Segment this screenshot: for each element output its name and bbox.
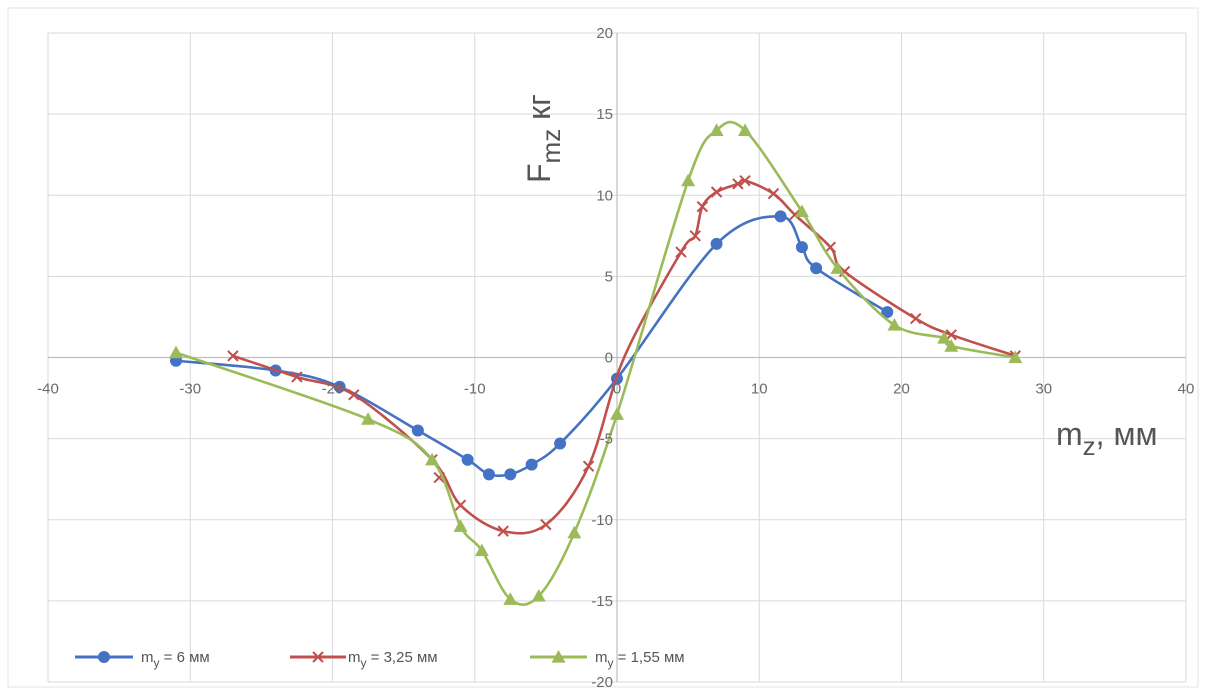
y-axis-title: Fmz кг bbox=[521, 94, 566, 183]
legend-marker-2 bbox=[551, 650, 566, 663]
data-point bbox=[709, 123, 724, 136]
data-point bbox=[525, 458, 538, 471]
data-point bbox=[227, 350, 239, 362]
data-point bbox=[910, 312, 922, 325]
y-tick-label: 10 bbox=[596, 187, 613, 204]
y-tick-label: -5 bbox=[600, 431, 613, 448]
data-point bbox=[291, 371, 303, 383]
x-axis-title-main: m bbox=[1056, 416, 1083, 452]
data-point bbox=[582, 460, 595, 472]
y-tick-label: -15 bbox=[591, 593, 613, 610]
data-point bbox=[411, 424, 424, 437]
data-point bbox=[710, 237, 723, 250]
y-tick-label: 5 bbox=[605, 268, 613, 285]
axis-titles: Fmz кг mz, мм bbox=[521, 94, 1157, 461]
data-point bbox=[738, 123, 753, 136]
y-tick-label: 0 bbox=[605, 350, 613, 367]
legend-marker-symbol bbox=[98, 651, 110, 663]
data-point bbox=[497, 525, 509, 537]
data-point bbox=[937, 331, 952, 344]
data-point bbox=[830, 261, 845, 274]
data-point bbox=[348, 389, 360, 401]
x-tick-label: -10 bbox=[464, 381, 486, 398]
data-point bbox=[453, 519, 468, 532]
x-tick-label: 10 bbox=[751, 381, 768, 398]
series-1 bbox=[227, 174, 1022, 537]
data-point bbox=[425, 452, 440, 466]
data-point bbox=[710, 186, 723, 198]
legend-item-2: my = 1,55 мм bbox=[530, 649, 685, 670]
y-tick-label: -10 bbox=[591, 512, 613, 529]
legend-item-0: my = 6 мм bbox=[75, 649, 210, 670]
tick-labels: -40 -30 -20 -10 0 10 20 30 40 -20 -15 -10 -5 0 5 10 15 20 bbox=[37, 25, 1194, 691]
data-point bbox=[810, 262, 823, 275]
y-tick-label: 15 bbox=[596, 106, 613, 123]
y-tick-label: -20 bbox=[591, 674, 613, 691]
data-point bbox=[739, 174, 751, 187]
data-point bbox=[887, 318, 902, 331]
legend-label-2: my = 1,55 мм bbox=[595, 649, 685, 670]
data-point bbox=[454, 499, 467, 511]
data-point bbox=[540, 518, 552, 531]
data-point bbox=[675, 246, 687, 258]
legend-marker-symbol bbox=[551, 650, 566, 663]
y-tick-label: 20 bbox=[596, 25, 613, 42]
x-tick-label: -40 bbox=[37, 381, 59, 398]
data-point bbox=[881, 306, 894, 319]
data-point bbox=[767, 187, 780, 200]
data-point bbox=[361, 412, 376, 425]
data-point bbox=[681, 173, 696, 187]
data-point bbox=[554, 437, 567, 450]
data-point bbox=[794, 204, 809, 218]
data-point bbox=[474, 543, 489, 557]
series-line-2 bbox=[175, 120, 1016, 606]
x-tick-label: 20 bbox=[893, 381, 910, 398]
data-point bbox=[824, 241, 837, 253]
data-point bbox=[504, 468, 517, 481]
legend-marker-0 bbox=[98, 651, 110, 663]
x-tick-label: -30 bbox=[179, 381, 201, 398]
y-axis-title-main: F bbox=[521, 163, 557, 183]
legend-label-0: my = 6 мм bbox=[141, 649, 210, 670]
data-point bbox=[531, 589, 546, 602]
x-tick-label: 30 bbox=[1035, 381, 1052, 398]
data-point bbox=[503, 592, 518, 605]
x-tick-label: 0 bbox=[613, 381, 621, 398]
data-point bbox=[610, 407, 624, 420]
legend-item-1: my = 3,25 мм bbox=[290, 649, 438, 670]
legend-marker-1 bbox=[312, 651, 324, 663]
data-point bbox=[567, 525, 582, 539]
y-axis-title-suffix: кг bbox=[521, 94, 557, 129]
data-point bbox=[482, 468, 495, 481]
data-point bbox=[696, 200, 709, 213]
data-point bbox=[689, 230, 701, 242]
data-point bbox=[1008, 350, 1023, 364]
legend-marker-symbol bbox=[312, 651, 324, 663]
data-point bbox=[774, 210, 787, 223]
y-axis-title-sub: mz bbox=[536, 129, 566, 164]
x-axis-title-suffix: , мм bbox=[1096, 416, 1158, 452]
data-point bbox=[461, 453, 474, 466]
data-point bbox=[169, 345, 184, 359]
x-axis-title: mz, мм bbox=[1056, 416, 1157, 461]
series-2 bbox=[169, 120, 1023, 606]
x-axis-title-sub: z bbox=[1083, 431, 1096, 461]
x-tick-label: 40 bbox=[1178, 381, 1195, 398]
series-layer bbox=[169, 120, 1023, 606]
x-tick-label: -20 bbox=[322, 381, 344, 398]
data-point bbox=[732, 178, 744, 190]
data-point bbox=[944, 339, 959, 352]
chart-border bbox=[7, 7, 1199, 688]
legend: my = 6 мм my = 3,25 мм my = 1,55 мм bbox=[75, 649, 685, 670]
data-point bbox=[795, 241, 808, 254]
legend-label-1: my = 3,25 мм bbox=[348, 649, 438, 670]
